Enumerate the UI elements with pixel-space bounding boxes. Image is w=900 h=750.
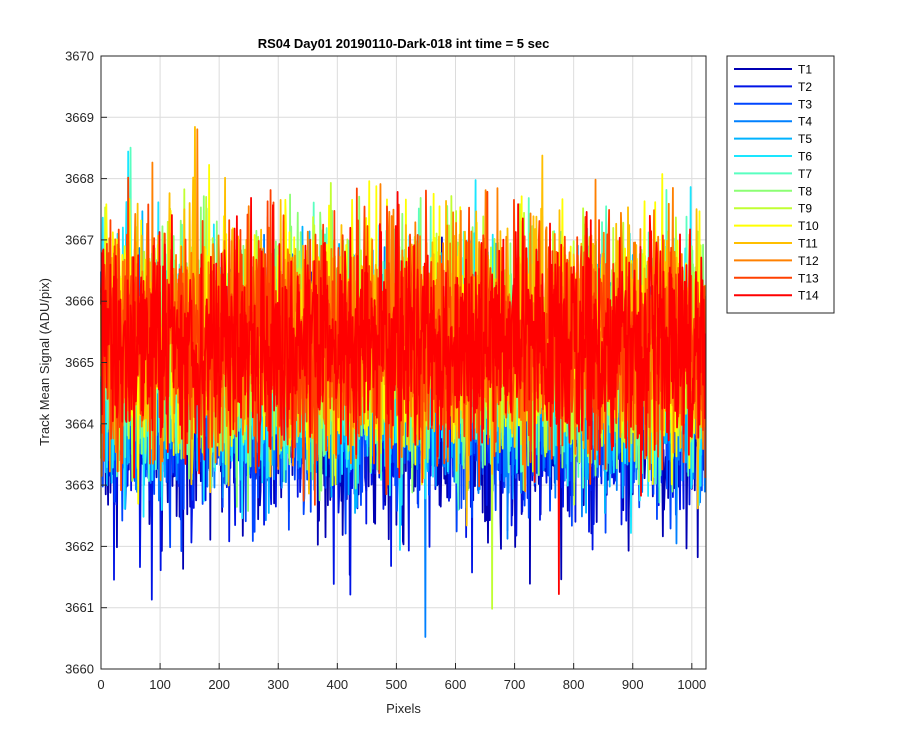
y-tick-label: 3669 — [65, 110, 94, 125]
y-axis-label: Track Mean Signal (ADU/pix) — [37, 278, 52, 446]
series-lines — [100, 126, 707, 638]
x-tick-label: 0 — [97, 677, 104, 692]
legend-label-t8: T8 — [798, 184, 812, 198]
legend-label-t7: T7 — [798, 167, 812, 181]
y-tick-label: 3668 — [65, 171, 94, 186]
legend-label-t2: T2 — [798, 80, 812, 94]
legend-label-t9: T9 — [798, 202, 812, 216]
x-tick-label: 700 — [504, 677, 526, 692]
x-axis-ticks: 0 100 200 300 400 500 600 700 800 900 1000 — [97, 663, 706, 692]
x-tick-label: 300 — [267, 677, 289, 692]
legend-label-t12: T12 — [798, 254, 819, 268]
chart-title: RS04 Day01 20190110-Dark-018 int time = … — [258, 36, 550, 51]
y-tick-label: 3665 — [65, 355, 94, 370]
legend-label-t6: T6 — [798, 150, 812, 164]
x-tick-label: 600 — [445, 677, 467, 692]
legend-items: T1 T2 T3 T4 T5 T6 T7 T8 T9 T10 T11 T12 T13 T14 — [734, 63, 819, 303]
y-tick-label: 3667 — [65, 232, 94, 247]
legend-label-t14: T14 — [798, 289, 819, 303]
x-tick-label: 1000 — [677, 677, 706, 692]
legend-label-t3: T3 — [798, 97, 812, 111]
y-axis-ticks: 3660 3661 3662 3663 3664 3665 3666 3667 3668 3669… — [65, 49, 107, 677]
x-tick-label: 500 — [386, 677, 408, 692]
legend-box — [726, 55, 835, 314]
x-axis-label: Pixels — [386, 701, 421, 716]
legend-label-t5: T5 — [798, 132, 812, 146]
x-tick-label: 200 — [208, 677, 230, 692]
x-tick-label: 900 — [622, 677, 644, 692]
y-tick-label: 3662 — [65, 539, 94, 554]
x-tick-label: 100 — [149, 677, 171, 692]
legend-label-t10: T10 — [798, 219, 819, 233]
y-tick-label: 3664 — [65, 416, 94, 431]
x-tick-label: 400 — [326, 677, 348, 692]
legend-label-t1: T1 — [798, 63, 812, 77]
legend-label-t4: T4 — [798, 115, 812, 129]
legend: T1 T2 T3 T4 T5 T6 T7 T8 T9 T10 T11 T12 T13 T14 — [726, 55, 835, 314]
series-line-t14 — [100, 190, 707, 595]
y-tick-label: 3670 — [65, 49, 94, 64]
y-tick-label: 3663 — [65, 478, 94, 493]
y-tick-label: 3661 — [65, 600, 94, 615]
legend-label-t11: T11 — [798, 237, 818, 251]
legend-label-t13: T13 — [798, 271, 819, 285]
y-tick-label: 3660 — [65, 662, 94, 677]
y-tick-label: 3666 — [65, 294, 94, 309]
x-tick-label: 800 — [563, 677, 585, 692]
